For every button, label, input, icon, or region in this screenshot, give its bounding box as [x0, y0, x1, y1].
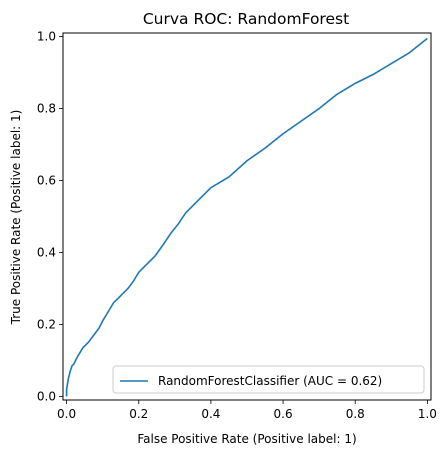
y-tick-label: 0.8: [37, 102, 56, 116]
legend: RandomForestClassifier (AUC = 0.62): [112, 365, 425, 394]
x-axis-ticks: 0.0 0.2 0.4 0.6 0.8 1.0: [57, 400, 437, 421]
x-tick-label: 0.4: [201, 407, 220, 421]
y-tick-label: 1.0: [37, 30, 56, 44]
y-axis-label: True Positive Rate (Positive label: 1): [9, 110, 23, 326]
plot-frame: [62, 32, 432, 401]
x-tick-label: 1.0: [418, 407, 437, 421]
x-axis-label: False Positive Rate (Positive label: 1): [137, 432, 356, 446]
y-tick-label: 0.2: [37, 317, 56, 331]
y-tick-label: 0.4: [37, 245, 56, 259]
legend-entry-label: RandomForestClassifier (AUC = 0.62): [158, 374, 382, 388]
x-tick-label: 0.0: [57, 407, 76, 421]
x-tick-label: 0.8: [346, 407, 365, 421]
chart-title: Curva ROC: RandomForest: [143, 10, 349, 28]
y-tick-label: 0.0: [37, 389, 56, 403]
y-axis-ticks: 0.0 0.2 0.4 0.6 0.8 1.0: [37, 30, 63, 403]
x-tick-label: 0.2: [129, 407, 148, 421]
x-tick-label: 0.6: [274, 407, 293, 421]
roc-curve-line: [65, 37, 428, 397]
legend-box: [112, 365, 425, 394]
y-tick-label: 0.6: [37, 174, 56, 188]
